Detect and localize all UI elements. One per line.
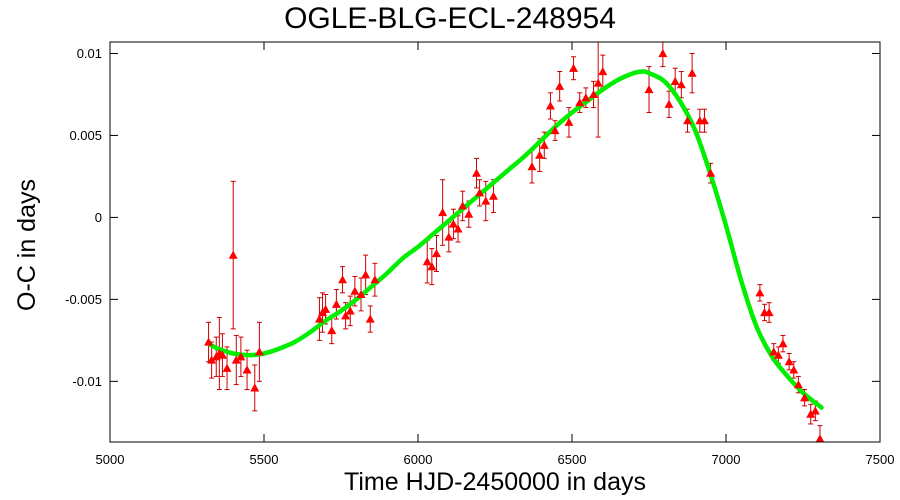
data-point (345, 306, 355, 315)
data-point (444, 232, 454, 241)
data-point (658, 48, 668, 58)
data-point (778, 339, 788, 348)
data-point (427, 262, 437, 271)
x-tick-label: 5000 (96, 452, 125, 467)
fit-curve (206, 69, 824, 410)
data-point (687, 68, 697, 77)
data-points-group (204, 48, 825, 443)
data-point (550, 126, 560, 135)
data-point (464, 209, 474, 218)
data-point (458, 201, 468, 210)
x-tick-label: 6500 (558, 452, 587, 467)
data-point (683, 116, 692, 125)
data-point (810, 406, 820, 415)
data-point (589, 89, 599, 99)
data-point (670, 76, 680, 85)
data-point (231, 355, 241, 364)
data-point (254, 347, 264, 356)
y-tick-label: -0.005 (65, 292, 102, 307)
data-point (314, 314, 324, 323)
data-point (207, 355, 217, 364)
data-point (331, 299, 341, 308)
data-point (204, 337, 214, 346)
data-point (488, 191, 498, 200)
y-tick-label: -0.01 (72, 374, 102, 389)
data-point (569, 63, 579, 72)
data-point (361, 270, 371, 279)
data-point (321, 304, 331, 313)
data-point (789, 365, 799, 374)
data-point (453, 224, 463, 233)
data-point (784, 357, 794, 366)
data-point (481, 196, 491, 205)
data-point (555, 81, 565, 90)
data-point (664, 99, 674, 108)
data-point (815, 434, 825, 443)
axes-group: 5000 5500 6000 6500 7000 7500 -0.01 -0.005 0 0.00… (65, 41, 895, 467)
data-point (793, 380, 803, 389)
data-point (764, 307, 774, 317)
y-tick-label: 0.005 (69, 128, 102, 143)
x-tick-label: 7000 (712, 452, 741, 467)
data-point (422, 257, 432, 266)
data-point (800, 393, 810, 402)
x-tick-label: 6000 (404, 452, 433, 467)
data-point (217, 350, 227, 359)
data-point (327, 326, 337, 335)
data-point (222, 363, 232, 372)
data-point (370, 275, 380, 284)
data-point (699, 116, 709, 125)
x-tick-label: 7500 (866, 452, 895, 467)
data-point (242, 365, 252, 374)
data-point (773, 350, 783, 359)
data-point (250, 383, 260, 392)
plot-frame (109, 41, 881, 443)
data-point (564, 117, 574, 126)
y-tick-label: 0.01 (77, 46, 102, 61)
data-point (706, 168, 716, 177)
data-point (755, 288, 765, 297)
data-point (438, 207, 448, 217)
x-tick-label: 5500 (250, 452, 279, 467)
data-point (356, 289, 366, 299)
data-point (472, 168, 482, 177)
data-point (644, 85, 654, 94)
data-point (806, 409, 816, 418)
data-point (545, 101, 555, 110)
data-point (236, 352, 246, 361)
data-point (598, 67, 608, 76)
data-point (527, 162, 537, 171)
data-point (341, 311, 351, 320)
data-point (365, 314, 375, 323)
data-point (676, 80, 686, 89)
x-axis-label: Time HJD-2450000 in days (344, 468, 646, 496)
data-point (581, 93, 591, 102)
chart-title: OGLE-BLG-ECL-248954 (284, 2, 616, 35)
data-point (431, 248, 441, 258)
data-point (535, 150, 545, 159)
data-point (228, 250, 238, 259)
data-point (475, 188, 485, 197)
data-point (593, 78, 603, 87)
data-point (575, 98, 585, 107)
data-point (769, 347, 779, 356)
data-point (448, 219, 458, 228)
fit-curve-group (206, 69, 824, 410)
data-point (350, 286, 360, 295)
data-point (338, 275, 348, 284)
data-point (539, 140, 549, 149)
y-tick-label: 0 (95, 210, 102, 225)
